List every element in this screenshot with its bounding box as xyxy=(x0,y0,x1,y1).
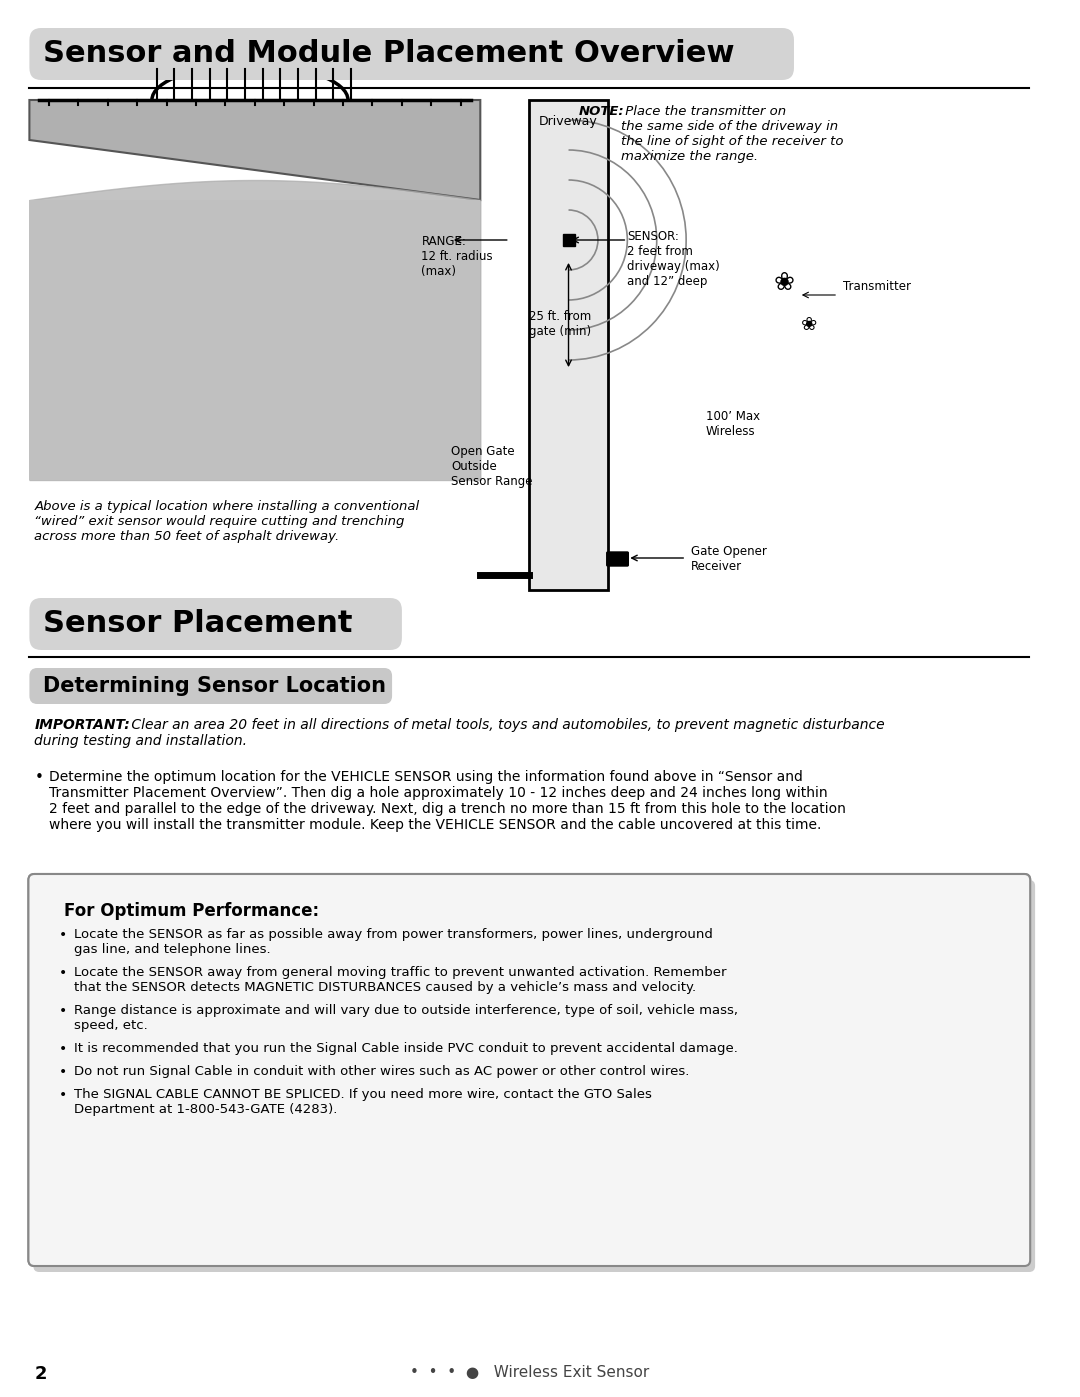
Text: It is recommended that you run the Signal Cable inside PVC conduit to prevent ac: It is recommended that you run the Signa… xyxy=(73,1042,738,1055)
Text: •: • xyxy=(58,1004,67,1018)
FancyBboxPatch shape xyxy=(29,28,794,80)
Text: Clear an area 20 feet in all directions of metal tools, toys and automobiles, to: Clear an area 20 feet in all directions … xyxy=(127,718,885,732)
Text: Open Gate
Outside
Sensor Range: Open Gate Outside Sensor Range xyxy=(450,446,532,488)
Text: Driveway: Driveway xyxy=(539,115,598,129)
Text: •: • xyxy=(35,770,43,785)
Text: Place the transmitter on
the same side of the driveway in
the line of sight of t: Place the transmitter on the same side o… xyxy=(621,105,843,163)
FancyBboxPatch shape xyxy=(33,880,1035,1273)
Text: Do not run Signal Cable in conduit with other wires such as AC power or other co: Do not run Signal Cable in conduit with … xyxy=(73,1065,689,1078)
Text: 25 ft. from
gate (min): 25 ft. from gate (min) xyxy=(529,310,592,338)
Text: 2: 2 xyxy=(35,1365,46,1383)
Text: Determining Sensor Location: Determining Sensor Location xyxy=(43,676,387,696)
Text: Locate the SENSOR as far as possible away from power transformers, power lines, : Locate the SENSOR as far as possible awa… xyxy=(73,928,713,942)
Text: during testing and installation.: during testing and installation. xyxy=(35,733,247,747)
Text: 2 feet and parallel to the edge of the driveway. Next, dig a trench no more than: 2 feet and parallel to the edge of the d… xyxy=(49,802,846,816)
FancyBboxPatch shape xyxy=(29,598,402,650)
Text: IMPORTANT:: IMPORTANT: xyxy=(35,718,130,732)
Text: Transmitter: Transmitter xyxy=(843,279,910,293)
Text: •  •  •  ●   Wireless Exit Sensor: • • • ● Wireless Exit Sensor xyxy=(409,1365,649,1380)
Text: where you will install the transmitter module. Keep the VEHICLE SENSOR and the c: where you will install the transmitter m… xyxy=(49,819,822,833)
Text: Sensor and Module Placement Overview: Sensor and Module Placement Overview xyxy=(43,39,734,68)
Text: Gate Opener
Receiver: Gate Opener Receiver xyxy=(691,545,767,573)
Text: speed, etc.: speed, etc. xyxy=(73,1018,147,1032)
Polygon shape xyxy=(29,101,481,200)
Text: •: • xyxy=(58,1042,67,1056)
Text: For Optimum Performance:: For Optimum Performance: xyxy=(64,902,319,921)
FancyBboxPatch shape xyxy=(28,875,1030,1266)
FancyBboxPatch shape xyxy=(28,875,1030,1266)
Text: •: • xyxy=(58,1088,67,1102)
Text: Determine the optimum location for the VEHICLE SENSOR using the information foun: Determine the optimum location for the V… xyxy=(49,770,802,784)
Polygon shape xyxy=(29,200,481,481)
Text: that the SENSOR detects MAGNETIC DISTURBANCES caused by a vehicle’s mass and vel: that the SENSOR detects MAGNETIC DISTURB… xyxy=(73,981,696,995)
Text: RANGE:
12 ft. radius
(max): RANGE: 12 ft. radius (max) xyxy=(421,235,494,278)
Text: The SIGNAL CABLE CANNOT BE SPLICED. If you need more wire, contact the GTO Sales: The SIGNAL CABLE CANNOT BE SPLICED. If y… xyxy=(73,1088,651,1101)
FancyBboxPatch shape xyxy=(29,668,392,704)
Text: Transmitter Placement Overview”. Then dig a hole approximately 10 - 12 inches de: Transmitter Placement Overview”. Then di… xyxy=(49,787,827,800)
Text: Locate the SENSOR away from general moving traffic to prevent unwanted activatio: Locate the SENSOR away from general movi… xyxy=(73,965,726,979)
Text: NOTE:: NOTE: xyxy=(578,105,624,117)
Text: ❀: ❀ xyxy=(773,271,795,295)
Text: Above is a typical location where installing a conventional
“wired” exit sensor : Above is a typical location where instal… xyxy=(35,500,419,543)
FancyBboxPatch shape xyxy=(607,552,629,566)
Text: 100’ Max
Wireless: 100’ Max Wireless xyxy=(705,409,760,439)
Text: Sensor Placement: Sensor Placement xyxy=(43,609,353,638)
Text: Range distance is approximate and will vary due to outside interference, type of: Range distance is approximate and will v… xyxy=(73,1004,738,1017)
Text: •: • xyxy=(58,1065,67,1078)
Text: Department at 1-800-543-GATE (4283).: Department at 1-800-543-GATE (4283). xyxy=(73,1104,337,1116)
Text: gas line, and telephone lines.: gas line, and telephone lines. xyxy=(73,943,270,956)
Text: •: • xyxy=(58,928,67,942)
Polygon shape xyxy=(529,101,608,590)
Text: ❀: ❀ xyxy=(800,314,816,334)
Text: •: • xyxy=(58,965,67,981)
Text: SENSOR:
2 feet from
driveway (max)
and 12” deep: SENSOR: 2 feet from driveway (max) and 1… xyxy=(627,231,720,288)
